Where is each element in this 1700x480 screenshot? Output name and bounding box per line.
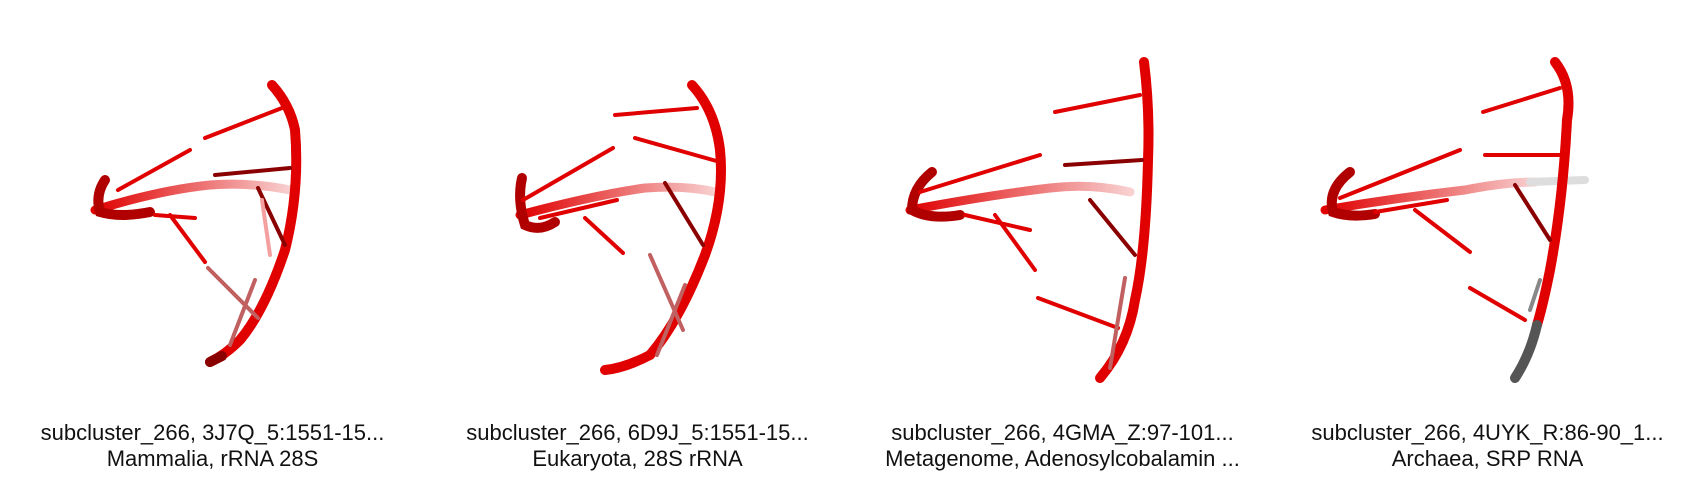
base-line <box>153 213 197 220</box>
panel-caption-subtitle: Archaea, SRP RNA <box>1391 446 1584 471</box>
base-line <box>663 181 705 247</box>
base-line <box>1108 276 1127 370</box>
base-line <box>1036 296 1120 330</box>
rna-structure-3 <box>905 57 1154 383</box>
panel-caption-subtitle: Eukaryota, 28S rRNA <box>532 446 743 471</box>
base-line <box>1481 86 1562 114</box>
base-line <box>655 283 687 357</box>
base-line <box>168 213 207 264</box>
base-line <box>1513 183 1552 242</box>
backbone-fade <box>90 179 295 215</box>
structure-panel-2: subcluster_266, 6D9J_5:1551-15... Eukary… <box>425 0 850 480</box>
base-line <box>213 166 292 177</box>
backbone-hairpin <box>93 175 155 220</box>
backbone <box>1532 57 1574 330</box>
base-line <box>538 198 619 220</box>
structure-panel-3: subcluster_266, 4GMA_Z:97-101... Metagen… <box>850 0 1275 480</box>
backbone-hairpin <box>906 167 965 222</box>
base-line <box>633 136 722 164</box>
rna-structure-4 <box>1320 57 1589 383</box>
structure-panel-4: subcluster_266, 4UYK_R:86-90_1... Archae… <box>1275 0 1700 480</box>
backbone <box>600 80 726 375</box>
panel-caption-title: subcluster_266, 4GMA_Z:97-101... <box>891 420 1234 445</box>
panel-caption-subtitle: Mammalia, rRNA 28S <box>106 446 319 471</box>
base-line <box>1063 158 1144 167</box>
base-line <box>1088 198 1137 257</box>
base-line <box>1413 208 1472 254</box>
base-line <box>918 153 1042 194</box>
base-line <box>1338 148 1462 200</box>
base-line <box>1468 286 1527 322</box>
backbone-fade <box>515 182 720 220</box>
backbone <box>205 80 302 367</box>
rna-structure-1 <box>90 80 302 367</box>
base-line <box>206 266 260 320</box>
base-line <box>256 186 287 247</box>
base-line <box>613 106 699 117</box>
base-line <box>203 106 284 140</box>
base-line <box>228 278 257 347</box>
panel-caption-subtitle: Metagenome, Adenosylcobalamin ... <box>885 446 1240 471</box>
backbone-fade <box>905 181 1135 215</box>
backbone-grey <box>1510 320 1542 383</box>
backbone-end <box>205 351 227 367</box>
backbone <box>1095 57 1154 383</box>
panel-caption-title: subcluster_266, 6D9J_5:1551-15... <box>466 420 809 445</box>
base-line <box>1053 93 1142 114</box>
rna-structure-2 <box>515 80 726 375</box>
backbone-fade <box>1320 177 1540 215</box>
base-line <box>963 213 1032 232</box>
base-line <box>260 198 272 257</box>
panel-caption-title: subcluster_266, 4UYK_R:86-90_1... <box>1311 420 1664 445</box>
base-line <box>583 216 625 255</box>
base-line <box>1528 278 1542 312</box>
panel-caption-title: subcluster_266, 3J7Q_5:1551-15... <box>40 420 385 445</box>
backbone-hairpin <box>515 173 560 233</box>
base-line <box>1373 198 1449 214</box>
base-line <box>521 146 615 202</box>
base-line <box>116 148 192 192</box>
base-line <box>993 213 1037 272</box>
structure-panel-1: subcluster_266, 3J7Q_5:1551-15... Mammal… <box>0 0 425 480</box>
backbone-hairpin <box>1326 167 1380 221</box>
base-line <box>648 253 685 332</box>
